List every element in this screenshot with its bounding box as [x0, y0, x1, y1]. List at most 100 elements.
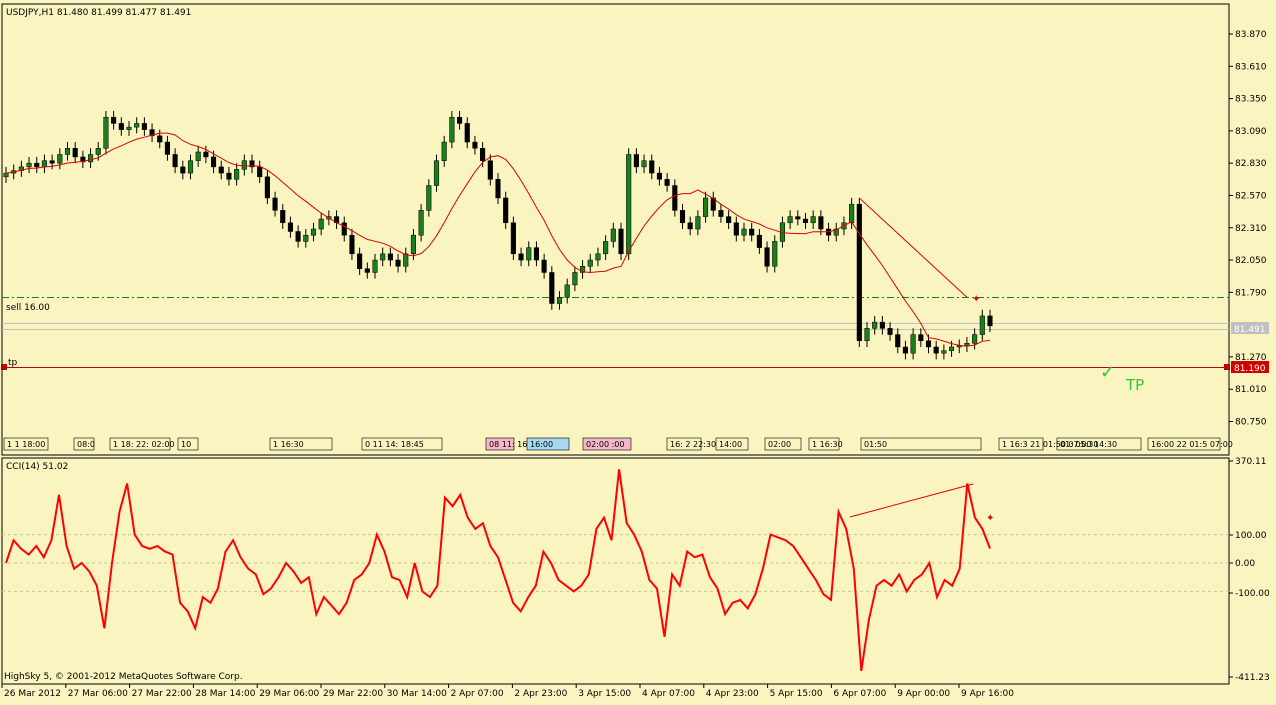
time-tick-label: 2 Apr 23:00 — [514, 689, 567, 699]
cci-tick-label: 100.00 — [1235, 531, 1267, 541]
checkmark-icon: ✓ — [1100, 362, 1115, 383]
current-price-value: 81.491 — [1234, 325, 1266, 335]
candle — [933, 340, 939, 360]
sell-label: sell 16.00 — [6, 303, 50, 313]
session-marker: 16:00 — [526, 437, 570, 451]
time-axis: 26 Mar 2012 27 Mar 06:00 27 Mar 22:00 28 Ma… — [1, 684, 1014, 699]
candle — [34, 156, 40, 174]
candle — [595, 247, 601, 267]
price-tick-label: 82.570 — [1235, 191, 1267, 201]
candle — [449, 111, 455, 149]
session-marker: 1 16:30 — [269, 437, 333, 451]
svg-text:01: 05:30: 01: 05:30 — [1060, 440, 1098, 449]
candle — [226, 166, 232, 186]
cci-divergence-line — [849, 483, 974, 518]
candle — [649, 154, 655, 180]
session-marker: 02:00 — [764, 437, 802, 451]
candle — [541, 253, 547, 279]
cci-level-lines — [2, 534, 1229, 592]
svg-text:14:00: 14:00 — [719, 440, 742, 449]
time-tick-label: 9 Apr 00:00 — [897, 689, 950, 699]
svg-text:16:00: 16:00 — [530, 440, 553, 449]
candle — [510, 216, 516, 261]
candle — [895, 328, 901, 354]
candle — [280, 204, 286, 229]
cci-tick-label: -100.00 — [1235, 589, 1270, 599]
price-tick-label: 81.010 — [1235, 385, 1267, 395]
svg-text:1 16:30: 1 16:30 — [273, 440, 304, 449]
candle — [287, 216, 293, 238]
session-marker: 1 16:30 — [808, 437, 843, 451]
session-marker: 10 — [177, 437, 199, 451]
candle — [856, 197, 862, 347]
candle — [879, 315, 885, 335]
candle — [772, 235, 778, 273]
candle — [810, 210, 816, 229]
candle — [410, 228, 416, 261]
svg-text:1 1 18:00: 1 1 18:00 — [7, 440, 45, 449]
candle — [380, 247, 386, 267]
candle — [172, 148, 178, 174]
candle — [626, 148, 632, 261]
candle — [464, 117, 470, 149]
candle — [695, 210, 701, 236]
candle — [26, 156, 32, 174]
price-tick-label: 80.750 — [1235, 418, 1267, 428]
candle — [872, 315, 878, 335]
tp-left-handle[interactable] — [1, 364, 7, 370]
candle — [972, 328, 978, 350]
candle — [195, 145, 201, 167]
svg-text:02:00 :00: 02:00 :00 — [586, 440, 624, 449]
session-marker: 08 11: 16:3 16:37 — [485, 437, 561, 451]
candle — [80, 150, 86, 169]
candle — [72, 142, 78, 164]
symbol-header: USDJPY,H1 81.480 81.499 81.477 81.491 — [6, 8, 191, 18]
candle — [264, 170, 270, 205]
candle — [457, 111, 463, 130]
price-tick-label: 82.830 — [1235, 159, 1267, 169]
candle — [549, 266, 555, 310]
candle — [679, 204, 686, 229]
candle — [118, 117, 124, 136]
tp-right-handle[interactable] — [1224, 364, 1230, 370]
time-tick-label: 3 Apr 15:00 — [578, 689, 631, 699]
session-markers: 1 1 18:00 08:0 1 18: 22: 02:00 10 1 16:30 0 1… — [3, 437, 1233, 451]
session-marker: 0 11 14: 18:45 — [361, 437, 443, 451]
candle — [441, 135, 447, 167]
time-tick-label: 5 Apr 15:00 — [770, 689, 823, 699]
price-axis: 83.870 83.610 83.350 83.090 82.830 82.570 82.3… — [1229, 30, 1267, 428]
candle — [487, 154, 493, 186]
candle — [241, 154, 247, 176]
time-tick-label: 4 Apr 23:00 — [706, 689, 759, 699]
candle — [910, 328, 916, 360]
time-tick-label: 28 Mar 14:00 — [195, 689, 255, 699]
price-tick-label: 83.350 — [1235, 95, 1267, 105]
candle — [426, 179, 432, 217]
time-tick-label: 29 Mar 22:00 — [323, 689, 383, 699]
candle — [357, 247, 363, 275]
candle — [918, 328, 924, 347]
time-tick-label: 30 Mar 14:00 — [387, 689, 447, 699]
candle — [818, 210, 824, 236]
candle — [126, 120, 132, 136]
candle — [710, 191, 716, 217]
session-marker: 01: 05:30 — [1056, 437, 1142, 451]
candle — [503, 191, 509, 229]
candle — [211, 150, 217, 174]
candle — [272, 191, 278, 217]
candle — [387, 247, 393, 267]
price-panel-frame — [1, 3, 1230, 456]
session-marker: 1 1 18:00 — [3, 437, 49, 451]
candle — [141, 117, 147, 136]
svg-text:0 11 14: 18:45: 0 11 14: 18:45 — [365, 440, 424, 449]
price-tick-label: 81.270 — [1235, 353, 1267, 363]
svg-text:02:00: 02:00 — [768, 440, 791, 449]
current-price-badge — [1231, 322, 1269, 334]
time-tick-label: 27 Mar 06:00 — [68, 689, 128, 699]
candle — [533, 241, 539, 267]
session-marker: 02:00 :00 — [582, 437, 632, 451]
time-tick-label: 6 Apr 07:00 — [833, 689, 886, 699]
candle — [334, 210, 340, 229]
